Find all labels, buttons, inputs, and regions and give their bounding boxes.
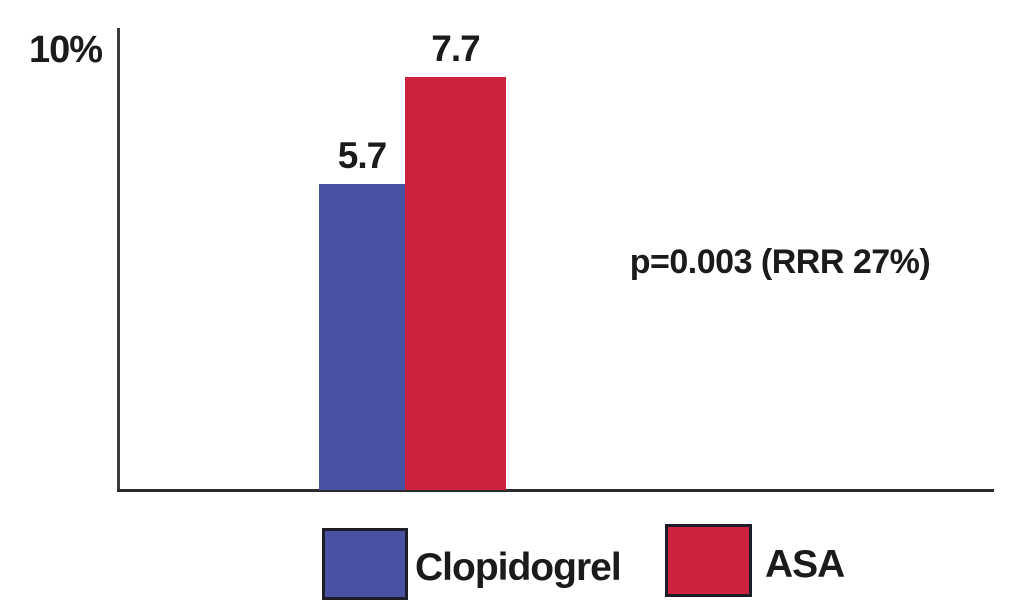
legend-swatch-clopidogrel [322,528,408,600]
legend-item-clopidogrel: Clopidogrel [322,528,622,600]
bar-value-asa: 7.7 [431,28,480,69]
y-axis-line [117,28,120,492]
p-value-annotation: p=0.003 (RRR 27%) [629,243,931,281]
legend-swatch-asa [665,524,752,597]
bar-value-clopidogrel: 5.7 [337,135,387,176]
legend-label-clopidogrel: Clopidogrel [415,546,622,589]
y-axis-max-label: 10% [28,29,103,71]
legend-item-asa: ASA [665,524,845,597]
bar-asa: 7.7 [405,28,506,490]
legend-label-asa: ASA [765,542,845,586]
x-axis-line [117,489,994,492]
bar-clopidogrel: 5.7 [319,135,405,490]
